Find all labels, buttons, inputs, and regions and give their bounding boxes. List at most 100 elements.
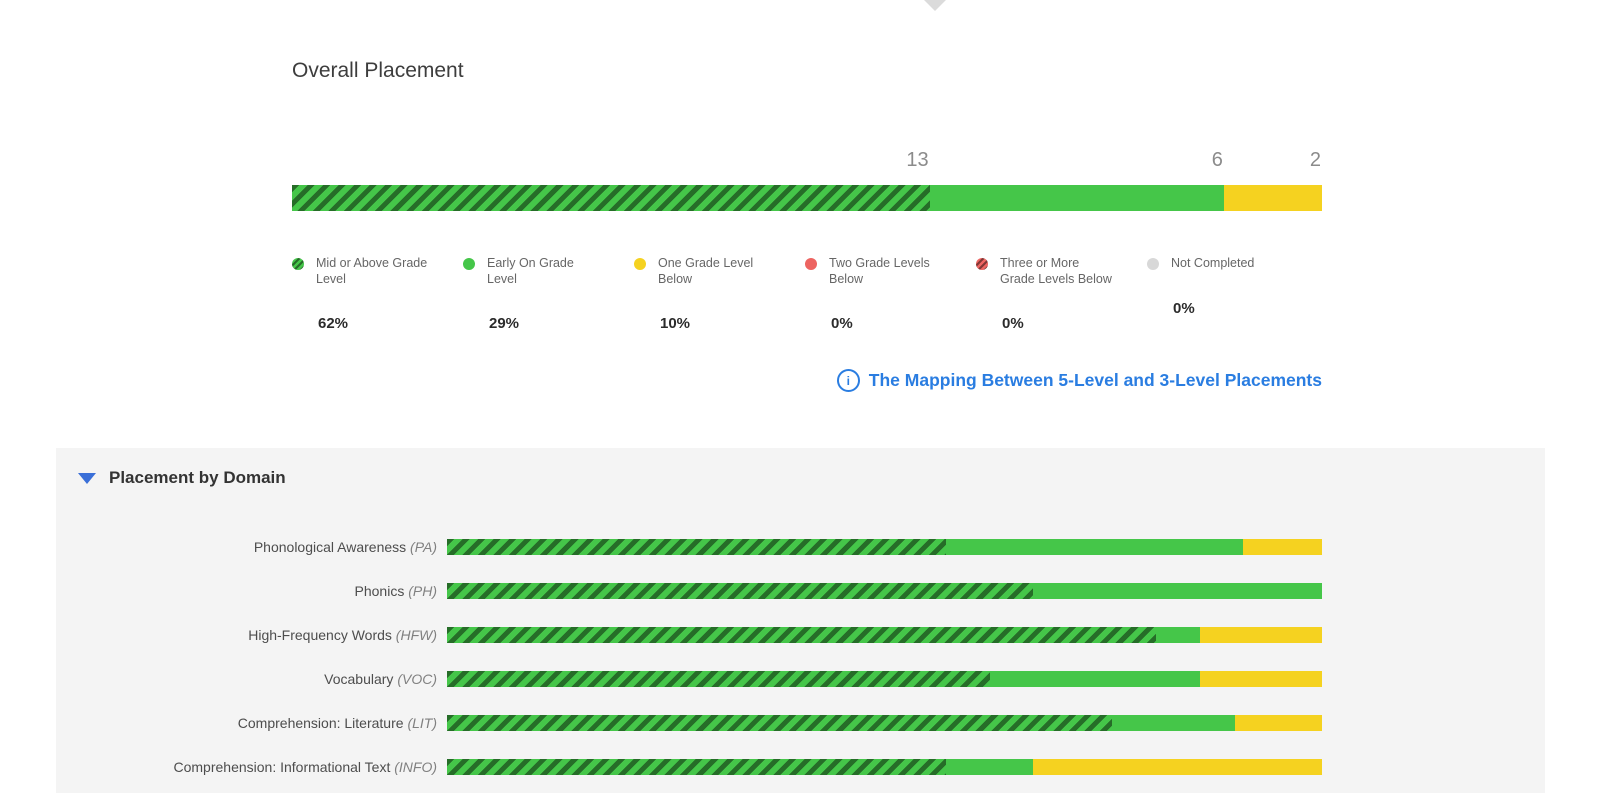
bar-segment-green: [989, 671, 1200, 687]
legend-swatch-two-below-icon: [805, 258, 817, 270]
legend-swatch-not-completed-icon: [1147, 258, 1159, 270]
bar-segment-green-striped: [447, 715, 1112, 731]
domain-label: Phonological Awareness (PA): [56, 539, 437, 555]
bar-segment-green: [1033, 583, 1322, 599]
info-icon: i: [836, 369, 860, 392]
domain-name: Phonics: [354, 583, 409, 599]
legend-label-line1: Not Completed: [1171, 256, 1255, 270]
domain-abbreviation: (HFW): [395, 627, 437, 643]
domain-abbreviation: (VOC): [397, 671, 437, 687]
legend-percent: 29%: [489, 315, 520, 332]
bar-segment-yellow: [1234, 715, 1322, 731]
legend-percent: 10%: [660, 315, 691, 332]
legend-label-line1: One Grade Level: [658, 256, 754, 270]
mapping-link[interactable]: i The Mapping Between 5-Level and 3-Leve…: [836, 369, 1322, 392]
legend-label: Mid or Above Grade Level: [316, 256, 427, 287]
legend-item-three-or-more-below: Three or More Grade Levels Below 0%: [976, 256, 1147, 332]
domain-rows: Phonological Awareness (PA) Phonics (PH) H…: [56, 539, 1322, 803]
legend-label-line1: Two Grade Levels: [829, 256, 930, 270]
legend-label: Two Grade Levels Below: [829, 256, 930, 287]
legend-label-line2: Grade Levels Below: [1000, 271, 1112, 286]
legend-item-one-below: One Grade Level Below 10%: [634, 256, 805, 332]
domain-name: Vocabulary: [324, 671, 398, 687]
overall-legend: Mid or Above Grade Level 62% Early On Gra…: [292, 256, 1318, 332]
domain-name: Comprehension: Literature: [237, 715, 408, 731]
domain-abbreviation: (PH): [408, 583, 437, 599]
segment-count-label: 2: [1309, 149, 1321, 171]
domain-label: Comprehension: Literature (LIT): [56, 715, 437, 731]
legend-percent: 62%: [318, 315, 349, 332]
tooltip-pointer: [918, 0, 952, 11]
overall-bar-wrap: 13 6 2: [292, 149, 1322, 211]
legend-label-line2: Below: [658, 271, 693, 286]
bar-segment-green: [929, 185, 1224, 211]
legend-label: Three or More Grade Levels Below: [1000, 256, 1112, 287]
legend-label-line2: Level: [487, 271, 517, 286]
domain-stacked-bar: [447, 627, 1322, 643]
domain-name: High-Frequency Words: [248, 627, 396, 643]
legend-percent: 0%: [1002, 315, 1024, 332]
domain-section-header[interactable]: Placement by Domain: [78, 468, 286, 488]
domain-section-title: Placement by Domain: [109, 468, 286, 487]
legend-label: Early On Grade Level: [487, 256, 574, 287]
legend-percent: 0%: [831, 315, 853, 332]
bar-segment-green-striped: [447, 759, 946, 775]
legend-percent: 0%: [1173, 299, 1195, 317]
segment-count-label: 13: [906, 149, 929, 171]
domain-stacked-bar: [447, 759, 1322, 775]
domain-stacked-bar: [447, 671, 1322, 687]
bar-segment-green-striped: [292, 185, 930, 211]
bar-segment-green-striped: [447, 583, 1034, 599]
bar-segment-yellow: [1199, 627, 1322, 643]
domain-label: Vocabulary (VOC): [56, 671, 437, 687]
bar-segment-green-striped: [447, 627, 1156, 643]
domain-name: Comprehension: Informational Text: [173, 759, 395, 775]
domain-row: Vocabulary (VOC): [56, 671, 1322, 687]
bar-segment-green-striped: [447, 671, 990, 687]
bar-segment-yellow: [1199, 671, 1322, 687]
domain-label: High-Frequency Words (HFW): [56, 627, 437, 643]
legend-label-line1: Mid or Above Grade: [316, 256, 428, 270]
legend-swatch-mid-or-above-icon: [292, 258, 304, 270]
bar-segment-green: [945, 539, 1244, 555]
legend-swatch-three-or-more-below-icon: [976, 258, 988, 270]
bar-segment-green: [945, 759, 1034, 775]
domain-label: Phonics (PH): [56, 583, 437, 599]
domain-abbreviation: (LIT): [407, 715, 437, 731]
domain-row: Comprehension: Informational Text (INFO): [56, 759, 1322, 775]
bar-segment-yellow: [1223, 185, 1322, 211]
legend-label-line1: Three or More: [1000, 256, 1080, 270]
domain-row: Comprehension: Literature (LIT): [56, 715, 1322, 731]
collapse-triangle-icon[interactable]: [78, 472, 96, 484]
legend-swatch-one-below-icon: [634, 258, 646, 270]
domain-label: Comprehension: Informational Text (INFO): [56, 759, 437, 775]
legend-item-two-below: Two Grade Levels Below 0%: [805, 256, 976, 332]
legend-label-line2: Level: [316, 271, 346, 286]
placement-by-domain-section: Placement by Domain Phonological Awarene…: [56, 448, 1545, 793]
overall-stacked-bar: [292, 185, 1322, 211]
bar-segment-green-striped: [447, 539, 946, 555]
bar-segment-yellow: [1243, 539, 1322, 555]
domain-row: Phonological Awareness (PA): [56, 539, 1322, 555]
legend-item-mid-or-above: Mid or Above Grade Level 62%: [292, 256, 463, 332]
domain-row: Phonics (PH): [56, 583, 1322, 599]
bar-segment-green: [1155, 627, 1200, 643]
mapping-link-label: The Mapping Between 5-Level and 3-Level …: [868, 370, 1322, 390]
legend-label-line2: Below: [829, 271, 864, 286]
legend-label-line1: Early On Grade: [487, 256, 574, 270]
domain-name: Phonological Awareness: [253, 539, 411, 555]
legend-item-not-completed: Not Completed 0%: [1147, 256, 1318, 332]
overall-placement-title: Overall Placement: [292, 59, 464, 82]
bar-segment-yellow: [1033, 759, 1322, 775]
domain-abbreviation: (PA): [410, 539, 437, 555]
domain-stacked-bar: [447, 583, 1322, 599]
legend-item-early-on: Early On Grade Level 29%: [463, 256, 634, 332]
domain-stacked-bar: [447, 539, 1322, 555]
legend-label: One Grade Level Below: [658, 256, 753, 287]
domain-row: High-Frequency Words (HFW): [56, 627, 1322, 643]
domain-stacked-bar: [447, 715, 1322, 731]
bar-segment-green: [1112, 715, 1235, 731]
legend-label: Not Completed: [1171, 256, 1254, 272]
segment-count-label: 6: [1211, 149, 1223, 171]
legend-swatch-early-on-icon: [463, 258, 475, 270]
